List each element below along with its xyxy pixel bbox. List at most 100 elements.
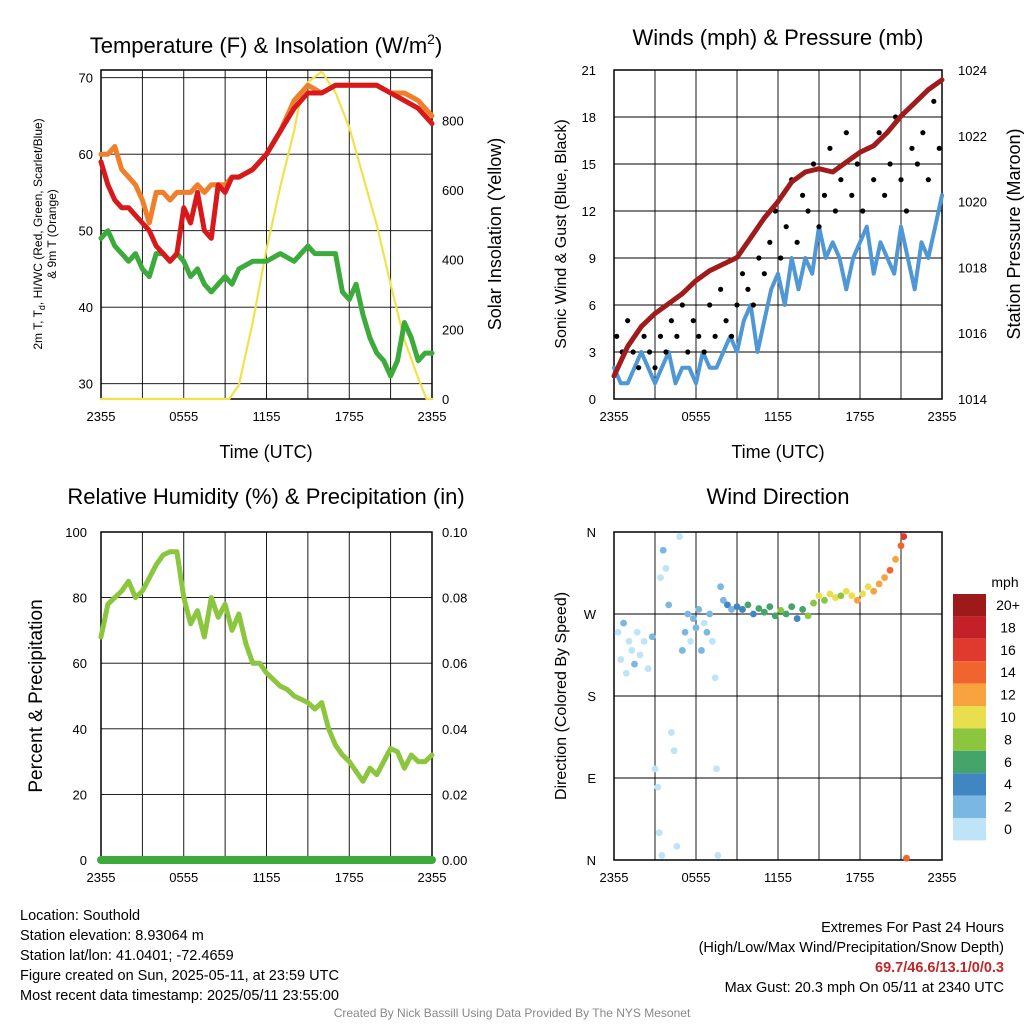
gust-point [800,192,806,198]
chart-title: Relative Humidity (%) & Precipitation (i… [67,484,464,509]
direction-point [777,606,785,614]
direction-point [614,628,622,636]
y2-tick-label: 0 [442,392,449,407]
direction-point [793,615,801,622]
colorbar-label: 0 [1004,821,1012,837]
direction-point [804,612,812,620]
direction-point [711,674,719,682]
direction-point [644,665,652,673]
x-tick-label: 2355 [418,409,447,424]
direction-point [881,574,888,581]
gust-point [641,333,647,339]
gust-point [860,208,866,214]
direction-point [837,592,845,600]
gust-point [783,224,789,230]
direction-point [655,829,663,837]
x-tick-label: 1155 [764,870,792,885]
gust-point [920,130,926,136]
y-tick-label: N [587,525,596,540]
gust-point [696,333,702,339]
x-tick-label: 1755 [846,870,875,885]
gust-point [745,286,751,292]
direction-point [815,592,823,600]
direction-point [636,651,644,659]
direction-point [739,606,746,613]
gust-point [657,333,664,339]
gust-point [668,318,675,324]
y-axis-label: Direction (Colored By Speed) [553,592,570,800]
gust-point [707,302,713,308]
gust-point [663,349,669,355]
direction-point [662,565,670,572]
y-axis-label-line2: & 9m T (Orange) [45,189,59,279]
gust-point [843,130,849,136]
colorbar-label: 10 [1000,709,1016,725]
gust-point [827,145,833,151]
colorbar-swatch [953,728,986,751]
direction-point [673,842,681,850]
y-tick-label: 15 [582,157,596,172]
colorbar-swatch [953,750,986,774]
direction-point [684,610,692,618]
direction-point [719,596,727,604]
x-tick-label: 2355 [418,870,447,885]
direction-point [832,594,839,601]
direction-point [744,601,752,609]
gust-point [914,161,921,167]
max-gust: Max Gust: 20.3 mph On 05/11 at 2340 UTC [724,980,1004,996]
direction-point [665,601,673,609]
data-timestamp: Most recent data timestamp: 2025/05/11 2… [20,988,339,1004]
gust-point [794,239,800,245]
colorbar-title: mph [991,574,1018,590]
colorbar-swatch [953,795,986,818]
y-tick-label: 6 [589,298,596,313]
gust-point [876,130,882,136]
colorbar-label: 12 [1000,687,1016,703]
direction-point [698,647,705,654]
y-tick-label: 12 [582,204,596,219]
x-tick-label: 0555 [169,870,198,885]
gust-point [767,239,773,245]
gust-point [849,192,855,198]
direction-point [766,603,774,611]
panel-wind-direction [613,531,943,862]
y2-tick-label: 1014 [958,392,987,407]
colorbar-label: 8 [1004,731,1012,747]
gust-point [854,161,860,167]
y2-tick-label: 400 [442,253,464,268]
direction-point [658,852,666,859]
colorbar-label: 6 [1004,754,1012,770]
direction-point [870,587,878,595]
y2-tick-label: 1022 [958,129,987,144]
direction-point [633,628,641,636]
y2-tick-label: 0.00 [442,853,467,868]
y-tick-label: 40 [73,722,87,737]
direction-point [897,542,905,550]
direction-point [864,583,872,591]
y2-tick-label: 800 [442,113,464,128]
title-superscript: 2 [427,31,435,47]
gust-point [646,349,653,355]
gust-point [679,302,685,308]
chart-title: Temperature (F) & Insolation (W/m2) [90,31,443,58]
gust-point [690,318,696,324]
gust-point [761,271,767,277]
gust-point [718,286,724,292]
direction-point [810,599,817,607]
extremes-subheading: (High/Low/Max Wind/Precipitation/Snow De… [698,940,1004,956]
panel-winds [611,69,945,400]
chart-title: Winds (mph) & Pressure (mb) [633,25,924,50]
direction-point [853,596,861,604]
y-label-subscript: d [37,305,47,310]
direction-point [755,605,763,612]
direction-point [676,533,683,540]
y2-tick-label: 1018 [958,260,987,275]
colorbar-swatch [953,661,986,684]
dewpoint-line [98,228,435,379]
y-tick-label: 60 [79,147,93,162]
colorbar-swatch [953,594,986,617]
direction-point [900,533,908,540]
gust-point [838,177,844,183]
y-axis-label: Percent & Precipitation [26,599,47,792]
colorbar-label: 16 [1000,642,1016,658]
